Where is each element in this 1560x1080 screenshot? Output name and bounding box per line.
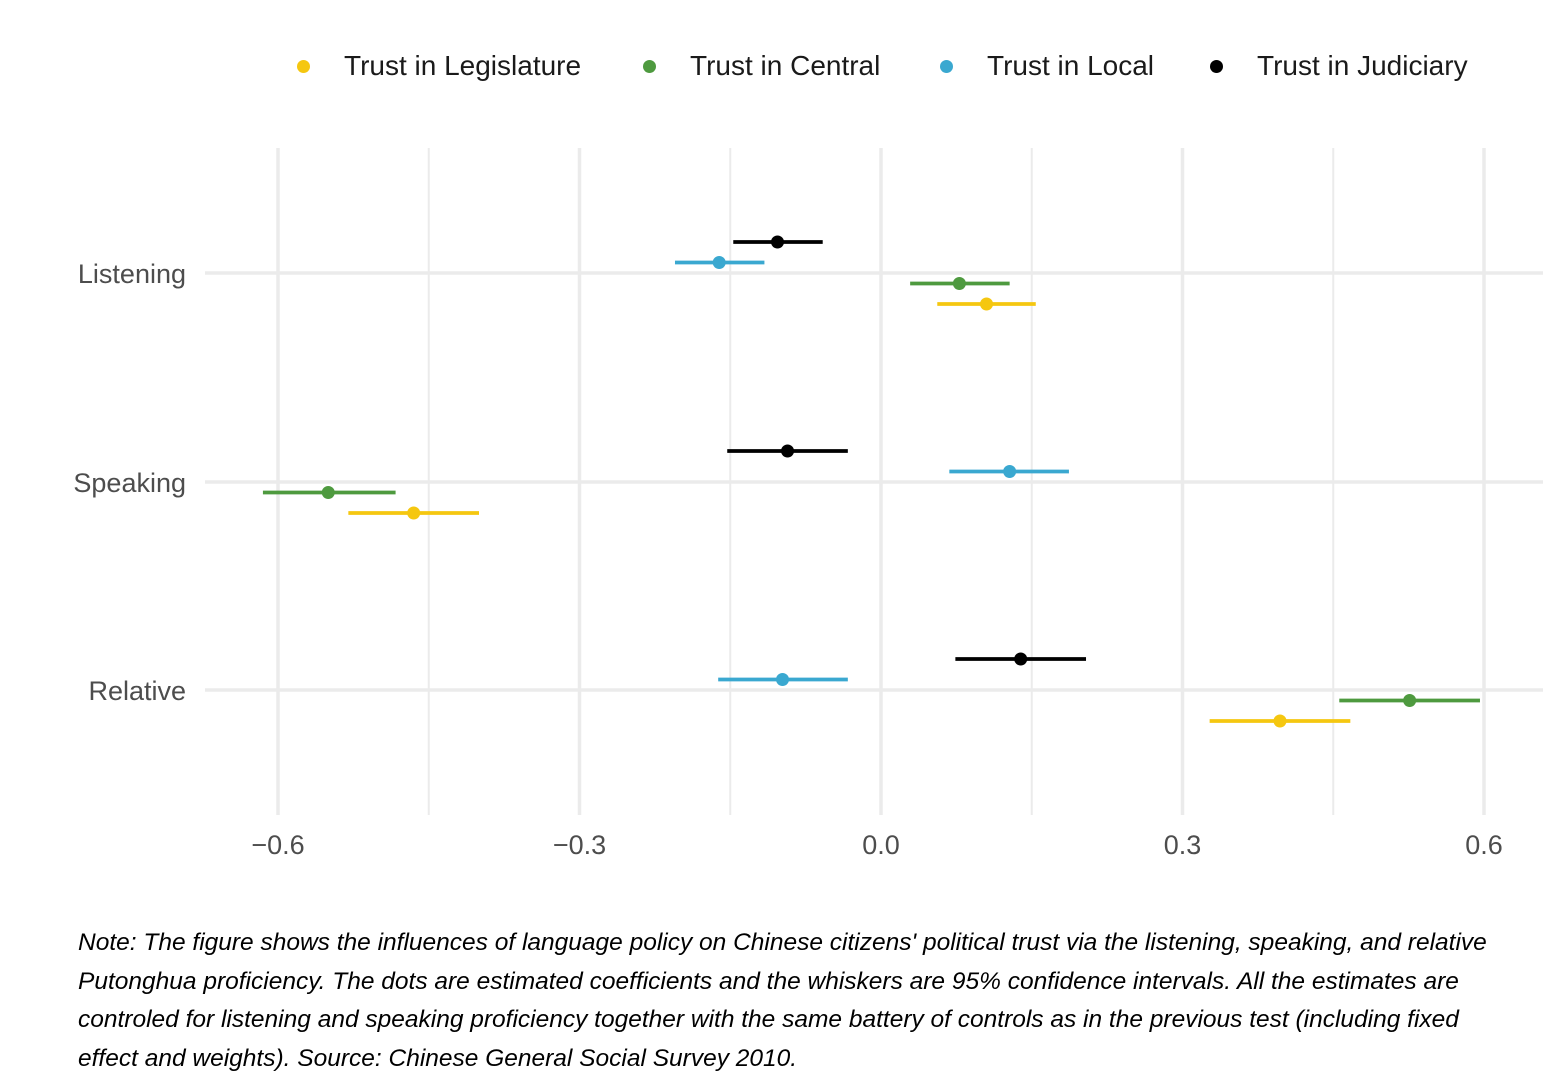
y-tick-label: Relative [88, 676, 186, 706]
legend-item: Trust in Central [643, 50, 880, 82]
legend-label: Trust in Local [987, 50, 1155, 81]
legend: Trust in Legislature Trust in Central Trus… [0, 40, 1560, 92]
coefficient-point [1014, 652, 1028, 666]
legend-dot-icon [1210, 59, 1223, 73]
coefficient-point [776, 673, 790, 686]
legend-item: Trust in Legislature [297, 50, 581, 82]
x-tick-label: 0.3 [1164, 830, 1202, 860]
legend-label: Trust in Judiciary [1257, 50, 1468, 81]
legend-dot-icon [297, 59, 310, 73]
x-tick-label: 0.6 [1465, 830, 1503, 860]
coefficient-point [321, 486, 335, 499]
major-gridlines [205, 148, 1543, 815]
legend-item: Trust in Local [940, 50, 1154, 82]
coefficient-point [781, 444, 795, 458]
coefficient-marks [262, 235, 1480, 728]
coefficient-point [1003, 465, 1017, 478]
coefficient-point [712, 256, 726, 269]
y-tick-label: Listening [78, 259, 186, 289]
axis-labels: −0.6 −0.3 0.0 0.3 0.6 Listening Speaking Relati… [73, 259, 1502, 860]
coefficient-point [1273, 714, 1287, 728]
coefficient-plot: −0.6 −0.3 0.0 0.3 0.6 Listening Speaking Relati… [73, 148, 1543, 860]
figure-note: Note: The figure shows the influences of… [78, 929, 1487, 1072]
legend-dot-icon [940, 59, 953, 73]
legend-item: Trust in Judiciary [1210, 50, 1468, 82]
x-tick-label: 0.0 [862, 830, 900, 860]
legend-label: Trust in Legislature [344, 50, 582, 81]
y-tick-label: Speaking [73, 468, 186, 498]
coefficient-point [770, 235, 784, 249]
x-tick-label: −0.6 [251, 830, 304, 860]
coefficient-point [980, 297, 994, 311]
legend-dot-icon [643, 59, 656, 73]
coefficient-point [1403, 694, 1417, 707]
legend-label: Trust in Central [690, 50, 881, 81]
coefficient-point [952, 277, 966, 290]
x-tick-label: −0.3 [553, 830, 606, 860]
coefficient-point [407, 506, 421, 520]
